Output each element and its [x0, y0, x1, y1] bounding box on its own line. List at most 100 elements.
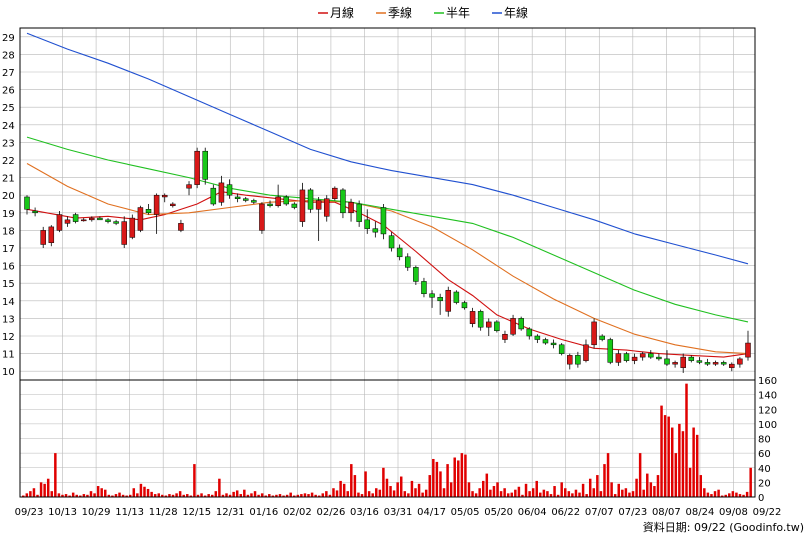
date-tick-label-9: 02/26: [316, 507, 345, 518]
candle-body-28: [251, 200, 257, 203]
volume-bar-25: [111, 495, 114, 497]
volume-bar-130: [485, 473, 489, 497]
volume-bar-51: [203, 495, 207, 497]
candle-body-22: [202, 150, 208, 180]
volume-tick-label-2: 40: [758, 464, 771, 475]
volume-bar-138: [514, 489, 517, 497]
volume-bar-155: [574, 489, 578, 497]
candle-body-10: [105, 219, 111, 222]
price-tick-label-19: 29: [2, 33, 15, 44]
candle-body-69: [583, 344, 589, 361]
volume-bar-102: [385, 478, 389, 497]
date-tick-label-1: 10/13: [48, 507, 77, 518]
legend: 月線 季線 半年 年線: [318, 5, 528, 20]
volume-bar-124: [464, 454, 467, 497]
volume-bar-107: [403, 491, 407, 497]
candle-body-61: [518, 318, 524, 330]
candle-body-76: [639, 353, 646, 358]
volume-bar-98: [371, 493, 374, 497]
volume-bar-17: [82, 494, 86, 497]
volume-bar-6: [43, 483, 46, 497]
volume-bar-195: [717, 489, 720, 497]
candle-body-39: [340, 189, 346, 214]
volume-bar-45: [182, 494, 185, 497]
volume-bar-82: [314, 494, 317, 497]
candle-body-1: [32, 210, 38, 214]
candle-body-12: [121, 221, 127, 245]
candle-body-71: [599, 335, 605, 340]
volume-bar-108: [407, 493, 410, 497]
volume-bar-149: [553, 486, 556, 497]
volume-bar-43: [175, 493, 178, 497]
volume-bar-81: [310, 492, 314, 497]
volume-tick-label-7: 140: [758, 391, 777, 402]
volume-bar-144: [535, 480, 538, 497]
candle-body-46: [396, 247, 403, 258]
volume-bar-199: [731, 491, 735, 497]
candle-body-4: [56, 214, 63, 231]
candle-body-13: [129, 217, 136, 238]
volume-bar-61: [239, 494, 243, 497]
volume-bar-180: [663, 415, 667, 497]
candlesticks: [24, 147, 751, 373]
price-tick-label-15: 25: [2, 103, 15, 114]
volume-bar-50: [200, 493, 203, 497]
candle-body-81: [680, 356, 686, 368]
volume-bar-87: [332, 488, 335, 497]
candle-body-3: [48, 226, 55, 243]
volume-bar-135: [503, 488, 506, 497]
candle-body-52: [445, 289, 452, 312]
volume-bar-151: [560, 482, 563, 497]
candle-body-45: [388, 235, 395, 249]
volume-bar-53: [210, 494, 214, 497]
volume-bar-23: [104, 489, 107, 497]
candle-body-24: [218, 182, 225, 203]
volume-bar-118: [442, 488, 446, 497]
volume-bar-35: [146, 488, 150, 497]
candle-body-80: [672, 362, 678, 365]
price-tick-label-10: 20: [2, 191, 15, 202]
price-tick-label-13: 23: [2, 138, 15, 149]
candle-body-17: [161, 194, 168, 198]
volume-bar-197: [724, 494, 727, 497]
volume-bar-193: [710, 494, 713, 497]
volume-bar-188: [692, 427, 695, 497]
volume-bar-77: [296, 494, 300, 497]
candle-body-23: [210, 187, 217, 205]
volume-bar-46: [186, 494, 189, 497]
volume-bar-29: [125, 495, 128, 497]
date-tick-label-4: 11/28: [149, 507, 178, 518]
volume-bar-52: [207, 494, 210, 497]
volume-bar-71: [275, 494, 278, 497]
volume-bar-76: [293, 495, 296, 497]
candle-body-62: [526, 328, 533, 337]
volume-bar-19: [89, 491, 93, 497]
date-tick-label-2: 10/29: [82, 507, 111, 518]
candle-body-83: [696, 360, 703, 363]
candle-body-30: [267, 203, 273, 207]
volume-bar-7: [46, 478, 50, 497]
volume-bar-44: [178, 491, 182, 497]
ma-line-3: [26, 32, 749, 265]
volume-bar-120: [449, 482, 453, 497]
volume-bar-73: [282, 495, 285, 497]
candle-body-51: [437, 297, 443, 302]
volume-bar-68: [264, 495, 267, 497]
candle-body-82: [688, 356, 695, 361]
volume-bar-91: [346, 491, 349, 497]
volume-bar-5: [39, 482, 43, 497]
date-tick-label-21: 09/08: [719, 507, 748, 518]
volume-bar-90: [342, 483, 346, 497]
volume-bar-95: [360, 494, 364, 497]
volume-bar-178: [656, 475, 660, 497]
date-tick-label-7: 01/16: [249, 507, 278, 518]
volume-bar-143: [531, 488, 535, 497]
candle-body-60: [510, 318, 516, 335]
volume-bar-129: [481, 480, 485, 497]
volume-tick-label-6: 120: [758, 405, 777, 416]
volume-bar-75: [289, 492, 292, 497]
volume-bar-16: [79, 495, 82, 497]
legend-label-0: 月線: [330, 5, 354, 20]
candle-body-89: [745, 342, 751, 358]
volume-bar-170: [628, 492, 631, 497]
